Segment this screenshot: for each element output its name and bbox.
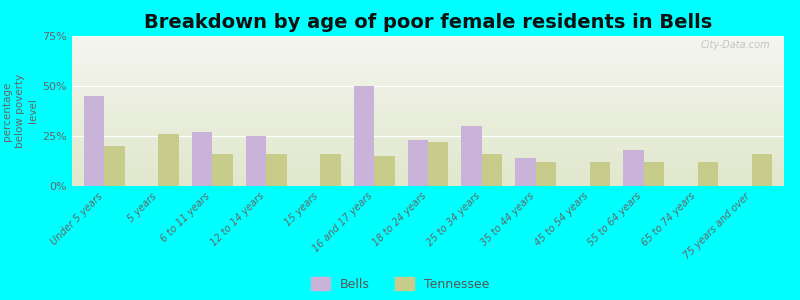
Bar <box>212 154 233 186</box>
Bar <box>462 126 482 186</box>
Bar <box>590 162 610 186</box>
Bar <box>407 140 428 186</box>
Bar <box>482 154 502 186</box>
Bar <box>623 150 644 186</box>
Bar <box>698 162 718 186</box>
Bar <box>192 132 212 186</box>
Title: Breakdown by age of poor female residents in Bells: Breakdown by age of poor female resident… <box>144 13 712 32</box>
Bar <box>515 158 536 186</box>
Bar <box>428 142 449 186</box>
Bar <box>320 154 341 186</box>
Bar <box>158 134 179 186</box>
Bar <box>84 96 104 186</box>
Bar <box>752 154 772 186</box>
Bar <box>536 162 556 186</box>
Bar <box>644 162 664 186</box>
Bar <box>266 154 286 186</box>
Bar <box>246 136 266 186</box>
Bar <box>354 86 374 186</box>
Bar <box>374 156 394 186</box>
Y-axis label: percentage
below poverty
level: percentage below poverty level <box>2 74 38 148</box>
Legend: Bells, Tennessee: Bells, Tennessee <box>311 277 489 291</box>
Text: City-Data.com: City-Data.com <box>700 40 770 50</box>
Bar <box>104 146 125 186</box>
